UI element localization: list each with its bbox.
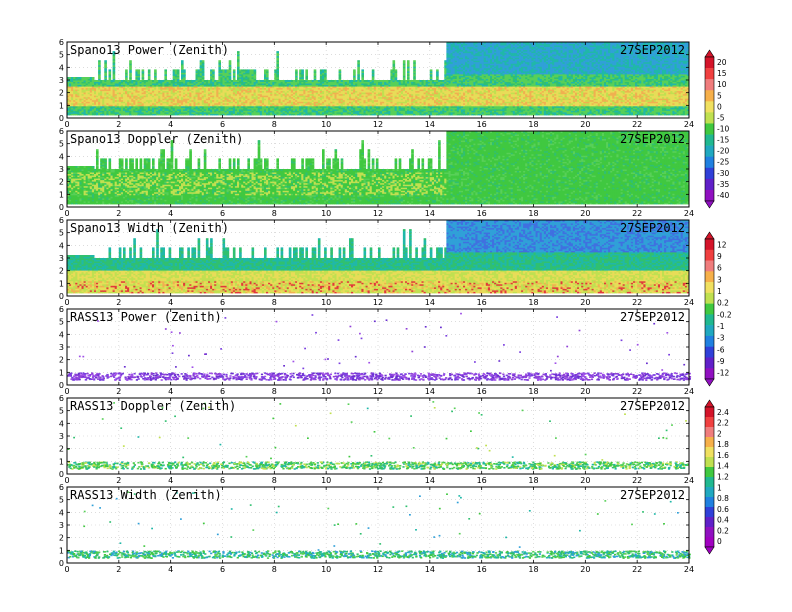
heatmap-cell <box>266 69 269 71</box>
heatmap-cell <box>164 69 167 71</box>
heatmap-cell <box>183 69 186 71</box>
heatmap-cell <box>129 60 132 62</box>
heatmap-cell <box>148 69 151 71</box>
heatmap-cell <box>372 69 375 71</box>
heatmap-cell <box>125 69 128 71</box>
heatmap-cell <box>339 69 342 71</box>
heatmap-cell <box>92 77 95 79</box>
heatmap-cell <box>436 69 439 71</box>
heatmap-cell <box>138 69 141 71</box>
heatmap-cell <box>395 69 398 71</box>
heatmap-cell <box>413 60 416 62</box>
heatmap-cell <box>276 51 279 53</box>
heatmap-cell <box>403 60 406 62</box>
heatmap-cell <box>407 60 410 62</box>
heatmap-cell <box>218 60 221 62</box>
heatmap-cell <box>430 69 433 71</box>
heatmap-cell <box>212 69 215 71</box>
heatmap-cell <box>393 60 396 62</box>
heatmap-cell <box>357 60 360 62</box>
heatmap-cell <box>104 60 107 62</box>
heatmap-cell <box>295 69 298 71</box>
heatmap-cell <box>154 69 157 71</box>
heatmap-cell <box>254 69 257 71</box>
heatmap-cell <box>237 51 240 53</box>
heatmap-cell <box>353 69 356 71</box>
heatmap-cell <box>229 60 232 62</box>
heatmap-cell <box>177 69 180 71</box>
heatmap-cell <box>109 69 112 71</box>
heatmap-cell <box>202 60 205 62</box>
heatmap-cell <box>301 69 304 71</box>
heatmap-cell <box>98 60 101 62</box>
heatmap-cell <box>314 69 317 71</box>
heatmap-cell <box>324 69 327 71</box>
heatmap-cell <box>305 69 308 71</box>
heatmap-cell <box>181 60 184 62</box>
heatmap-cell <box>233 69 236 71</box>
heatmap-cell <box>142 69 145 71</box>
heatmap-cell <box>361 69 364 71</box>
